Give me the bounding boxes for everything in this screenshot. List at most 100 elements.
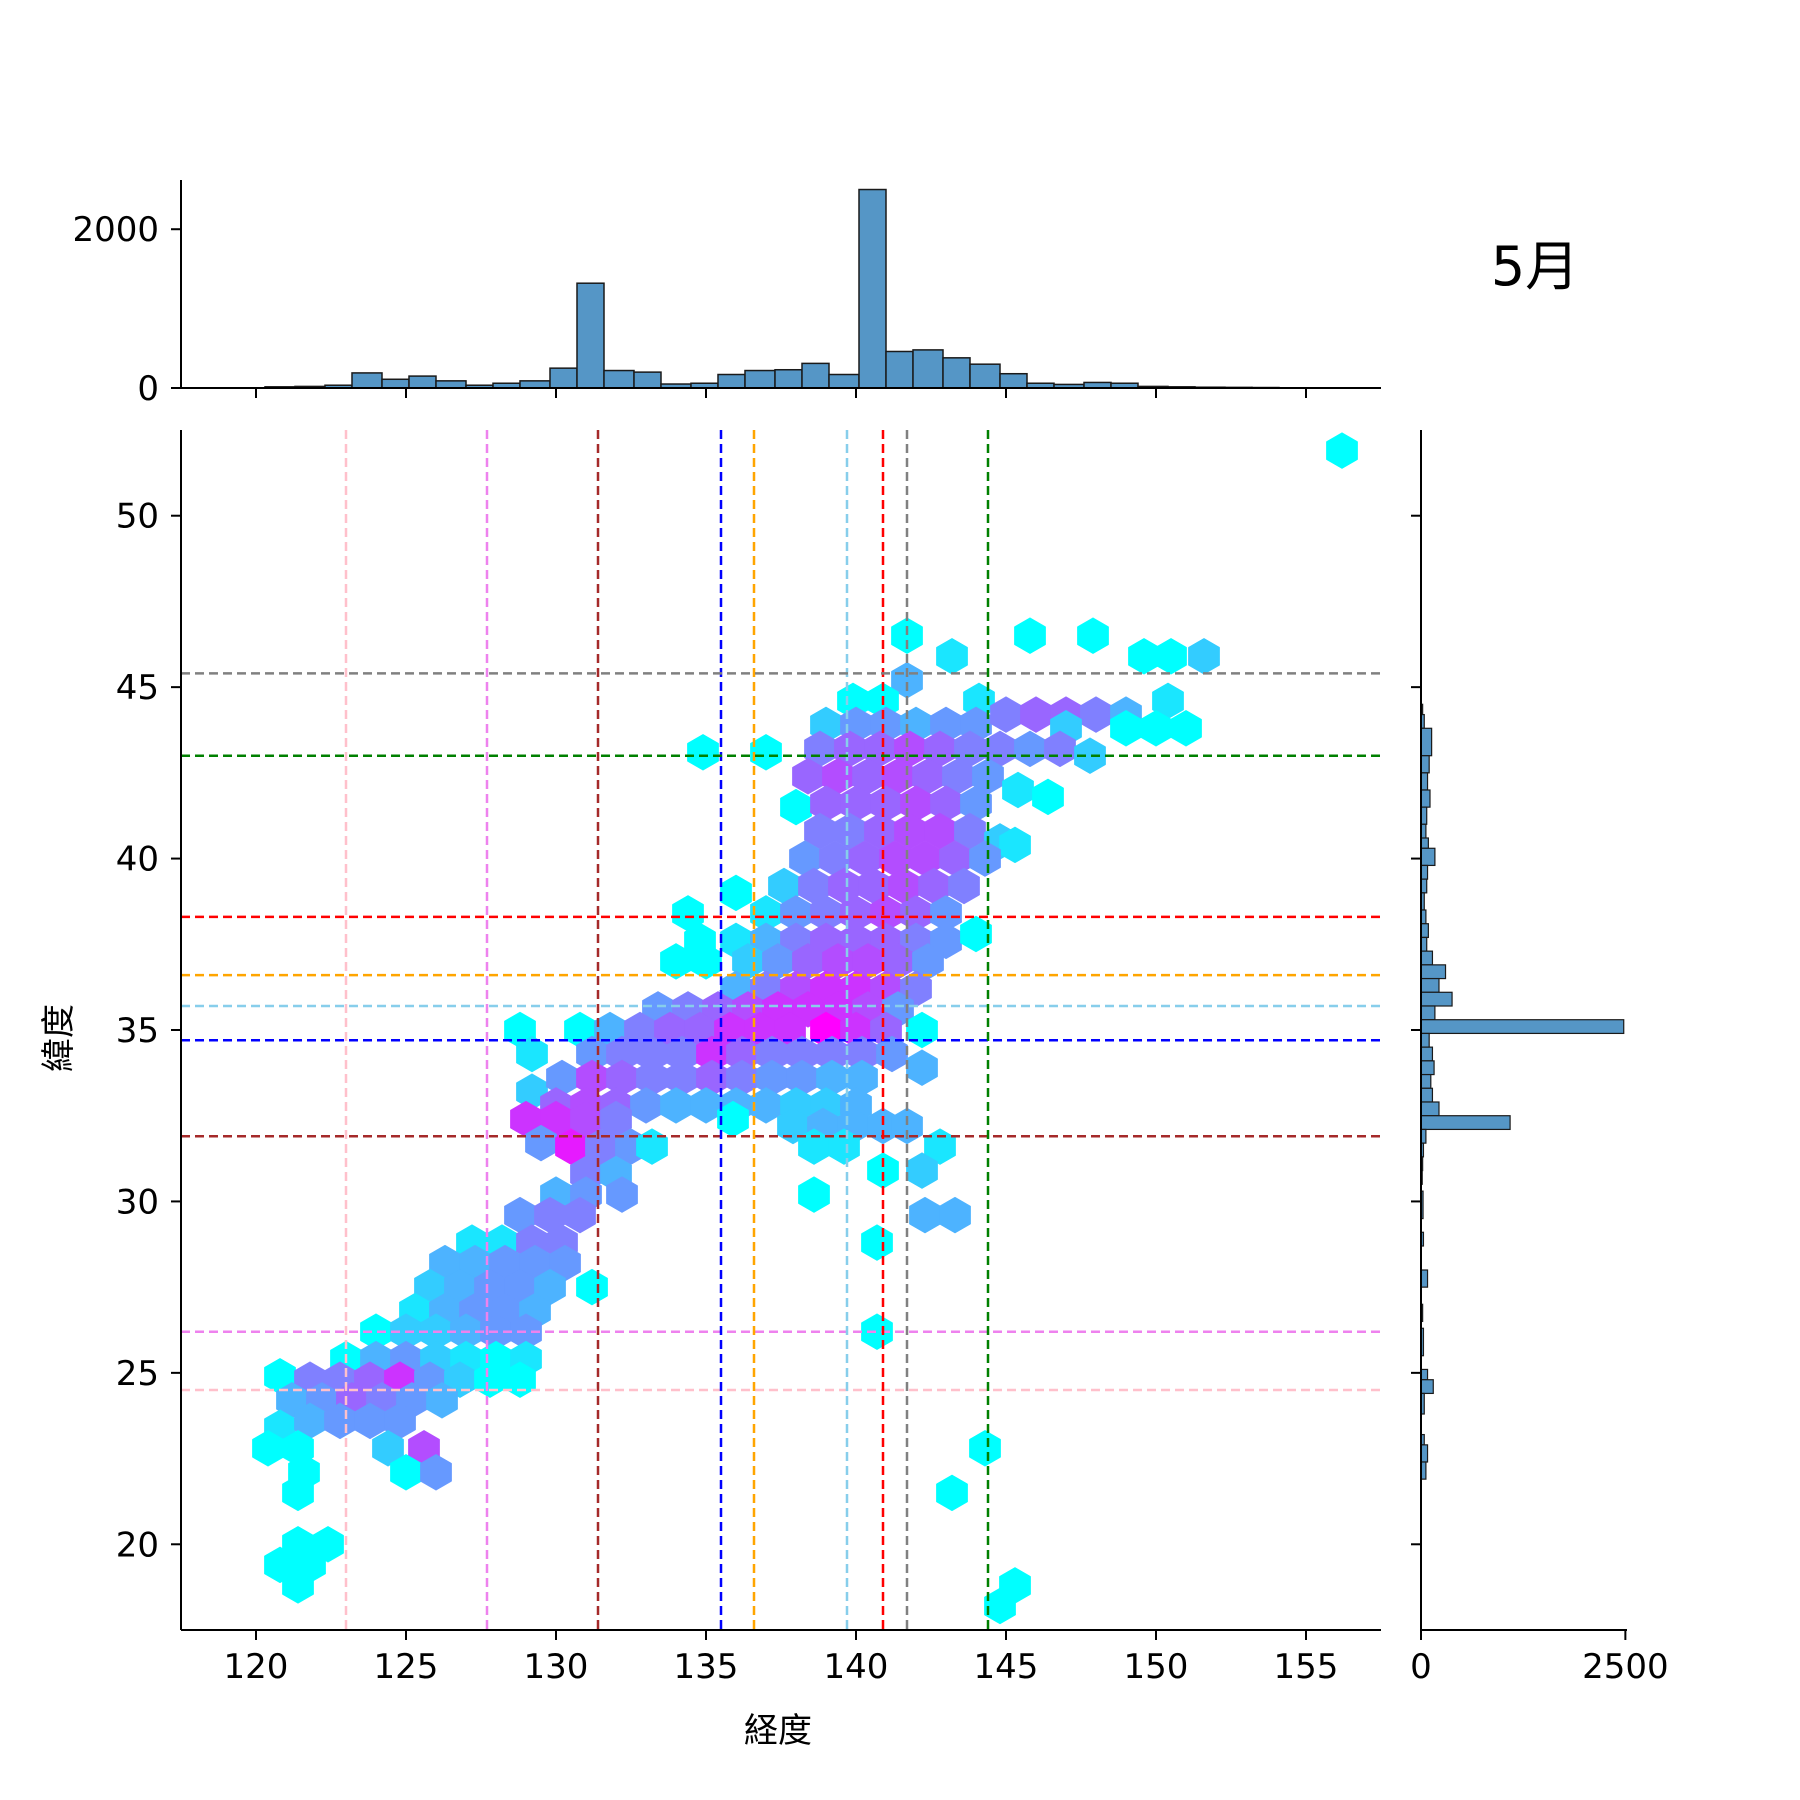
right-histogram-bar: [1420, 1087, 1434, 1103]
hexbin-cell: [936, 1474, 968, 1512]
y-tick-label: 20: [116, 1525, 159, 1565]
top-histogram-bar: [717, 373, 746, 389]
hexbin-cell: [564, 1196, 596, 1234]
y-tick-label: 30: [116, 1182, 159, 1222]
top-histogram-bar: [633, 371, 662, 389]
x-axis-label: 経度: [744, 1711, 812, 1751]
right-hist-x-tick-label: 2500: [1582, 1647, 1669, 1687]
hexbin-cell: [1155, 638, 1187, 675]
hexbin-cell: [936, 638, 968, 675]
right-histogram: 0 2500: [1410, 430, 1669, 1687]
right-histogram-bar: [1420, 1060, 1435, 1076]
hexbin-cell: [720, 874, 752, 912]
right-histogram-bar: [1420, 1005, 1436, 1021]
top-histogram-bar: [519, 380, 551, 389]
top-histogram-bar: [381, 378, 410, 389]
x-tick-label: 130: [524, 1647, 589, 1687]
hexbin-cell: [984, 1587, 1016, 1625]
x-tick-label: 150: [1124, 1647, 1189, 1687]
right-histogram-bar: [1420, 1379, 1434, 1395]
hexbin-cell: [1170, 710, 1202, 747]
hexbin-cell: [1002, 771, 1034, 809]
top-histogram-bar: [999, 372, 1028, 389]
x-tick-label: 125: [374, 1647, 439, 1687]
right-hist-x-tick-label: 0: [1410, 1647, 1432, 1687]
y-tick-label: 45: [116, 668, 159, 708]
top-histogram-bar: [408, 375, 437, 389]
reference-lines: [181, 430, 1381, 1630]
top-histogram-bar: [858, 188, 887, 389]
top-histogram-bar: [969, 363, 1001, 389]
top-histogram-bar: [576, 282, 605, 389]
y-axis-label: 緯度: [39, 1004, 79, 1072]
x-tick-label: 145: [974, 1647, 1039, 1687]
hexbin-cell: [1032, 778, 1064, 816]
y-tick-label: 35: [116, 1011, 159, 1051]
y-tick-label: 50: [116, 497, 159, 537]
top-histogram-bar: [774, 368, 803, 389]
hexbin-cell: [1074, 737, 1106, 774]
hexbin-cell: [636, 1128, 668, 1165]
top-histogram-bar: [801, 362, 830, 389]
right-histogram-bar: [1420, 1101, 1440, 1117]
top-histogram-bar: [435, 380, 467, 389]
x-tick-label: 140: [824, 1647, 889, 1687]
hexbin-cell: [990, 696, 1022, 733]
month-label: 5月: [1491, 235, 1579, 298]
hexbin-cell: [969, 1430, 1001, 1467]
hexbin-cell: [606, 1176, 638, 1213]
hexbin-cell: [420, 1454, 452, 1491]
hexbin-cell: [426, 1382, 458, 1419]
hexbin-cell: [1014, 617, 1046, 654]
right-histogram-bar: [1420, 1019, 1625, 1035]
x-tick-label: 135: [674, 1647, 739, 1687]
hexbin-cell: [1044, 730, 1076, 768]
hexbin-cell: [798, 1176, 830, 1213]
hexbin-cell: [999, 826, 1031, 864]
y-tick-label: 25: [116, 1354, 159, 1394]
right-histogram-bar: [1420, 847, 1436, 867]
top-histogram-bar: [828, 373, 860, 389]
right-histogram-bar: [1420, 923, 1429, 939]
hexbin-cell: [1020, 696, 1052, 733]
right-histogram-bar: [1420, 837, 1429, 849]
right-histogram-bar: [1420, 950, 1434, 966]
hexbin-cell: [750, 734, 782, 771]
right-histogram-bar: [1420, 1073, 1432, 1089]
hexbin-cell: [906, 1049, 938, 1086]
top-histogram-bar: [351, 372, 383, 389]
hexbin-plot: 120 125 130 135 140 145 150 155 20 25 30 35 40 45 50: [116, 430, 1381, 1687]
top-histogram-bar: [912, 349, 944, 389]
hexbin-cell: [282, 1474, 314, 1512]
hexbin-cell: [939, 1196, 971, 1234]
hexbin-cell: [828, 1128, 860, 1165]
hexbin-cell: [1188, 638, 1220, 675]
right-histogram-bar: [1420, 1032, 1430, 1048]
hexbin-cell: [924, 1128, 956, 1165]
top-hist-y-tick-label: 0: [137, 369, 159, 409]
x-tick-label: 120: [224, 1647, 289, 1687]
hexbin-cell: [861, 1224, 893, 1261]
hexbin-cell: [780, 788, 812, 826]
right-histogram-bar: [1420, 755, 1430, 774]
right-histogram-bar: [1420, 789, 1431, 808]
top-histogram: 0 2000: [72, 180, 1381, 409]
top-histogram-bar: [549, 367, 578, 389]
hexbin-cell: [1077, 617, 1109, 654]
right-histogram-bar: [1420, 1115, 1511, 1131]
top-histogram-bar: [942, 357, 971, 389]
y-tick-label: 40: [116, 840, 159, 880]
hexbin-cell: [372, 1430, 404, 1467]
x-tick-label: 155: [1274, 1647, 1339, 1687]
top-histogram-bar: [885, 350, 914, 389]
top-hist-y-tick-label: 2000: [72, 210, 159, 250]
hexbin-cell: [969, 840, 1001, 877]
top-histogram-bar: [744, 369, 776, 389]
hexbin-cell: [960, 915, 992, 953]
hexbin-cell: [282, 1567, 314, 1604]
right-histogram-bar: [1420, 991, 1453, 1007]
hexbin-cell: [1014, 730, 1046, 768]
top-histogram-bar: [603, 369, 635, 389]
hexbin-cell: [891, 617, 923, 654]
